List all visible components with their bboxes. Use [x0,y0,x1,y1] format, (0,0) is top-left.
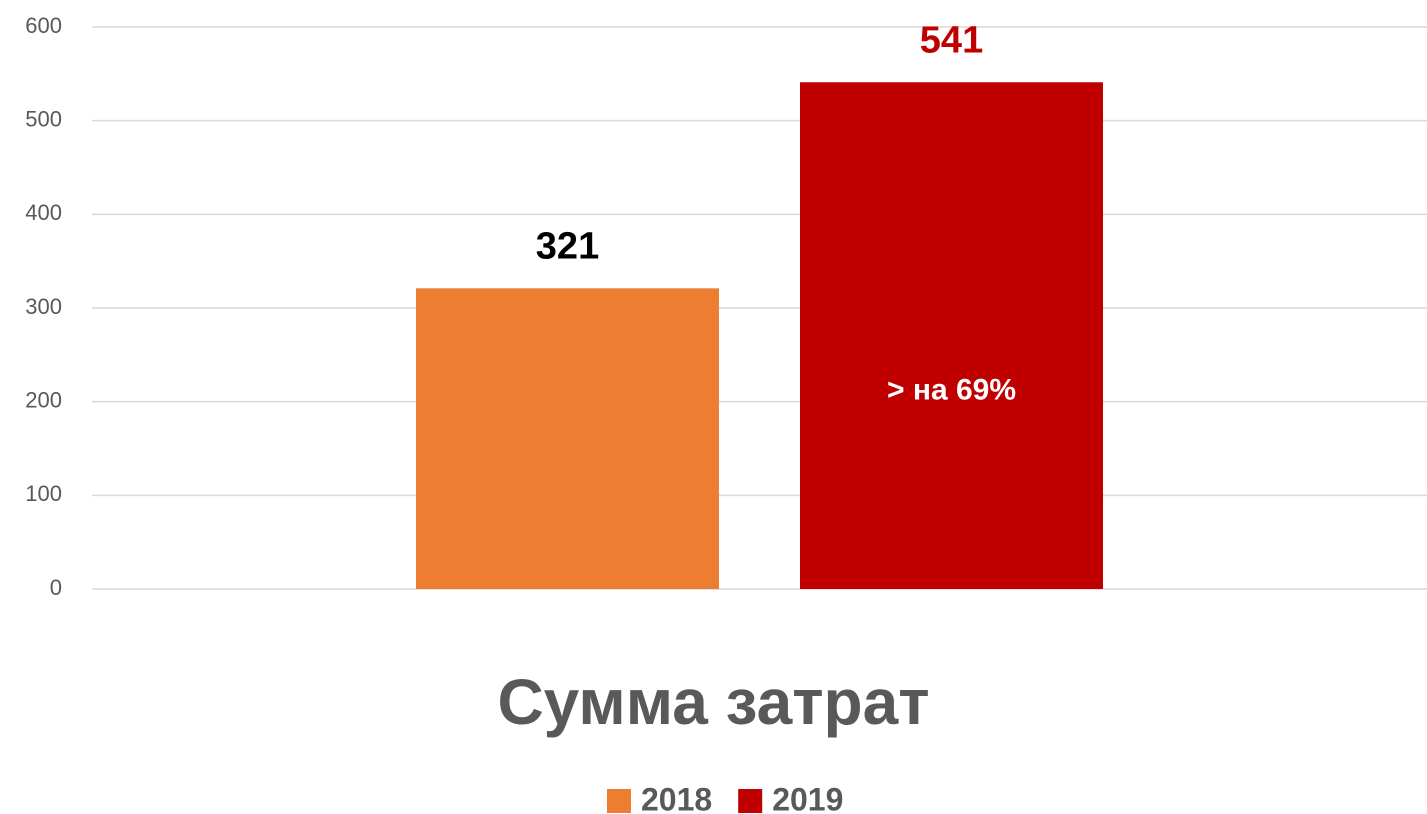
bar [416,288,719,589]
legend-label: 2018 [641,781,712,814]
x-tick-label: Сумма затрат [497,666,929,738]
y-tick-label: 100 [25,481,62,506]
legend-swatch [738,789,763,813]
annotation: > на 69% [887,373,1016,406]
y-tick-label: 400 [25,200,62,225]
y-tick-label: 0 [50,575,62,600]
data-label: 541 [920,19,983,61]
y-tick-label: 500 [25,106,62,131]
y-tick-label: 600 [25,13,62,38]
legend-swatch [607,789,631,813]
data-label: 321 [536,225,599,267]
y-tick-label: 300 [25,294,62,319]
legend-label: 2019 [772,781,843,814]
bar [800,82,1103,589]
y-tick-label: 200 [25,387,62,412]
